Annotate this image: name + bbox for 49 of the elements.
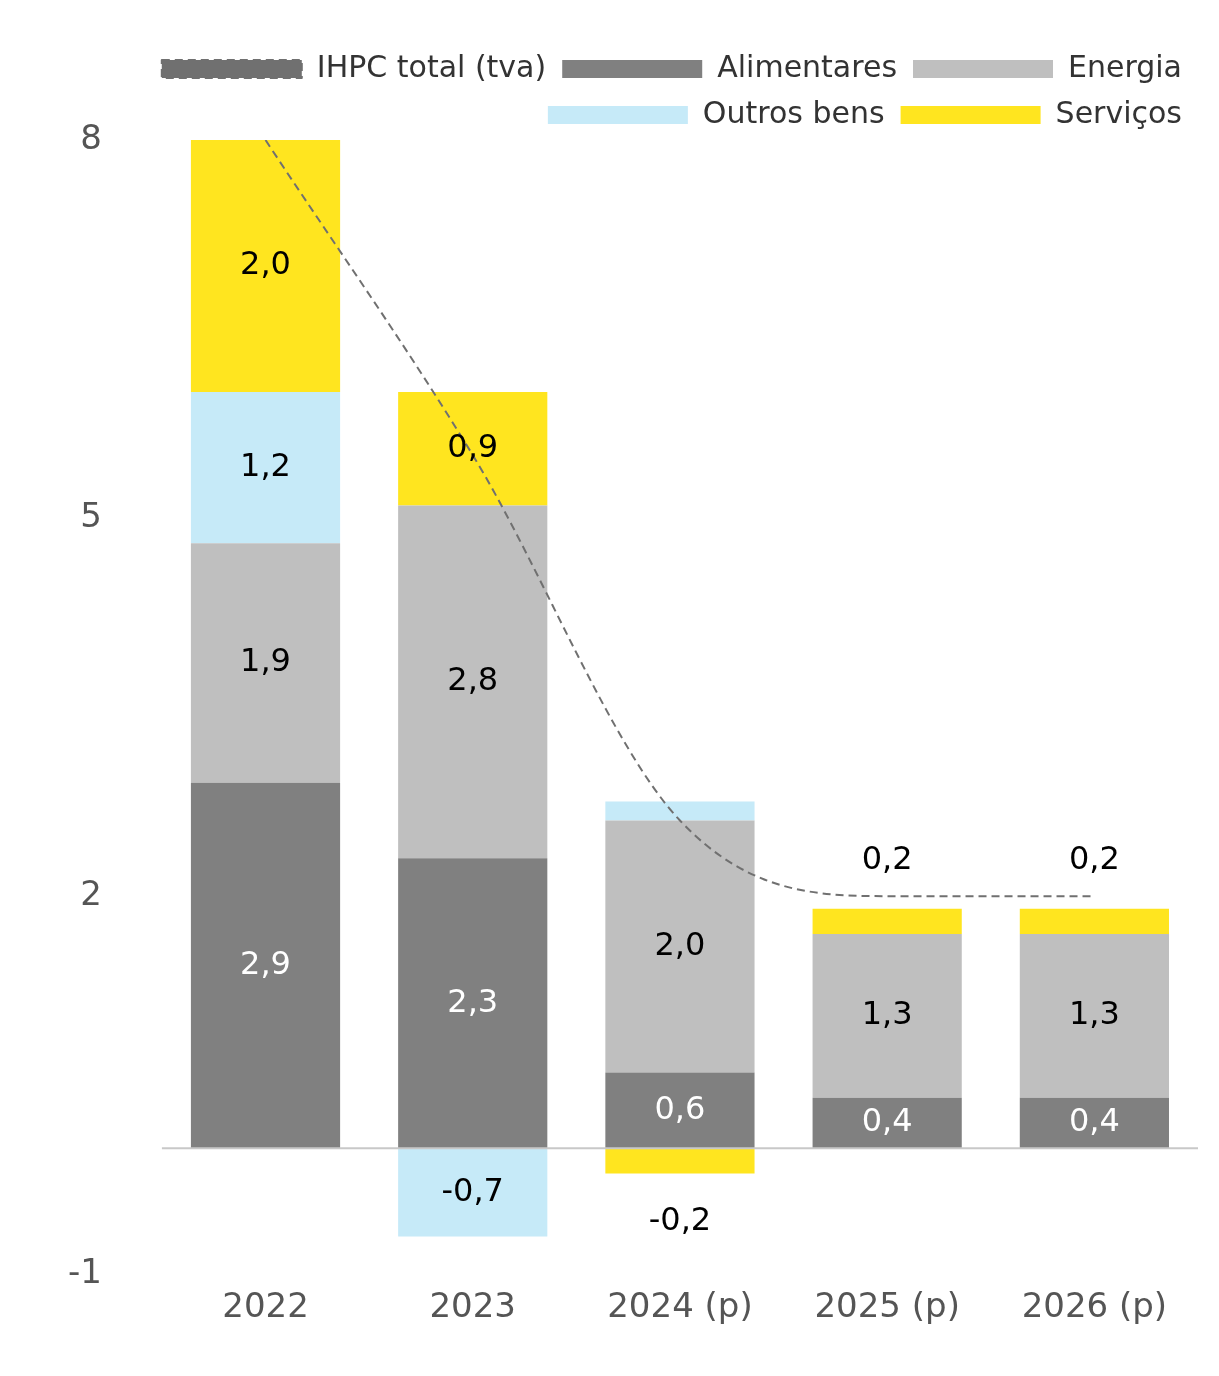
data-label: 0,2 <box>1068 839 1120 878</box>
data-label: -0,7 <box>441 1170 504 1209</box>
bar <box>1019 908 1169 934</box>
bar <box>398 392 548 506</box>
legend-label: Energia <box>1068 48 1183 84</box>
bar <box>1019 1097 1169 1149</box>
bar <box>605 1072 755 1149</box>
legend-label: Outros bens <box>702 94 885 130</box>
legend-label: Alimentares <box>717 48 898 84</box>
y-tick-label: -1 <box>67 1251 102 1292</box>
legend-label: IHPC total (tva) <box>316 48 547 84</box>
bar <box>605 1148 755 1174</box>
x-tick-label: 2026 (p) <box>1021 1285 1168 1326</box>
data-label: 1,2 <box>240 445 291 484</box>
bar <box>812 908 962 934</box>
bar <box>398 1148 548 1237</box>
x-tick-label: 2024 (p) <box>607 1285 753 1326</box>
x-tick-label: 2022 <box>222 1285 309 1326</box>
bar <box>398 505 548 859</box>
bar <box>398 858 548 1149</box>
data-label: 0,4 <box>861 1101 913 1140</box>
data-label: 1,3 <box>1068 994 1120 1033</box>
data-label: 0,4 <box>1068 1101 1120 1140</box>
data-label: 0,6 <box>654 1088 706 1127</box>
bar <box>605 820 755 1073</box>
y-tick-label: 5 <box>80 494 102 535</box>
data-label: 2,0 <box>654 924 706 963</box>
data-label: 1,9 <box>240 641 291 680</box>
bar <box>812 1097 962 1149</box>
legend-label: Serviços <box>1055 94 1182 130</box>
data-label: -0,2 <box>648 1199 712 1238</box>
bar <box>190 392 341 544</box>
bar <box>190 782 341 1149</box>
data-label: 2,0 <box>240 244 291 283</box>
bar <box>1019 933 1169 1098</box>
data-label: 2,9 <box>240 943 291 982</box>
bar <box>812 933 962 1098</box>
data-label: 1,3 <box>861 994 913 1033</box>
bar <box>190 140 341 393</box>
data-label: 0,9 <box>447 427 499 466</box>
bar <box>190 543 341 783</box>
bar <box>605 801 755 821</box>
y-tick-label: 8 <box>80 116 102 157</box>
x-tick-label: 2025 (p) <box>814 1285 960 1326</box>
data-label: 2,8 <box>447 660 499 699</box>
x-tick-label: 2023 <box>429 1285 516 1326</box>
data-label: 2,3 <box>447 981 499 1020</box>
data-label: 0,2 <box>861 839 913 878</box>
y-tick-label: 2 <box>80 872 102 913</box>
